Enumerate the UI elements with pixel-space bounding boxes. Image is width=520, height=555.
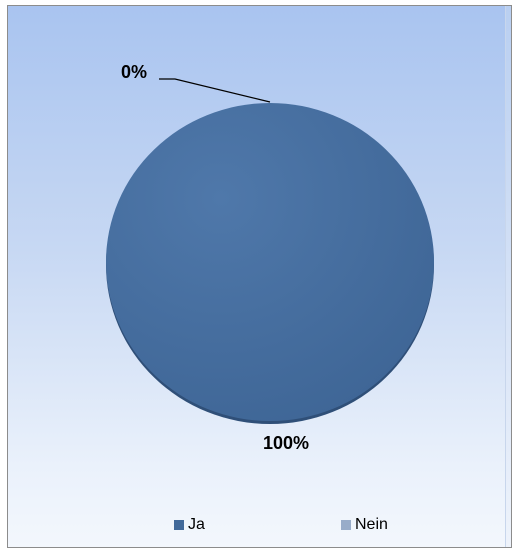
chart-edge-band	[505, 6, 511, 547]
legend-item-ja: Ja	[174, 516, 205, 534]
legend-label-ja: Ja	[188, 516, 205, 533]
data-label-ja: 100%	[263, 433, 309, 453]
legend-item-nein: Nein	[341, 516, 388, 534]
pie-chart: 0% 100%	[106, 62, 434, 453]
pie-slices	[106, 103, 434, 421]
legend-swatch-nein	[341, 520, 351, 530]
legend-label-nein: Nein	[355, 516, 388, 533]
pie-slice-ja	[106, 103, 434, 421]
leader-line-nein	[159, 78, 271, 103]
legend: Ja Nein	[8, 516, 511, 538]
chart-area: 0% 100% Ja Nein	[7, 5, 512, 548]
data-label-nein: 0%	[121, 62, 147, 82]
legend-swatch-ja	[174, 520, 184, 530]
